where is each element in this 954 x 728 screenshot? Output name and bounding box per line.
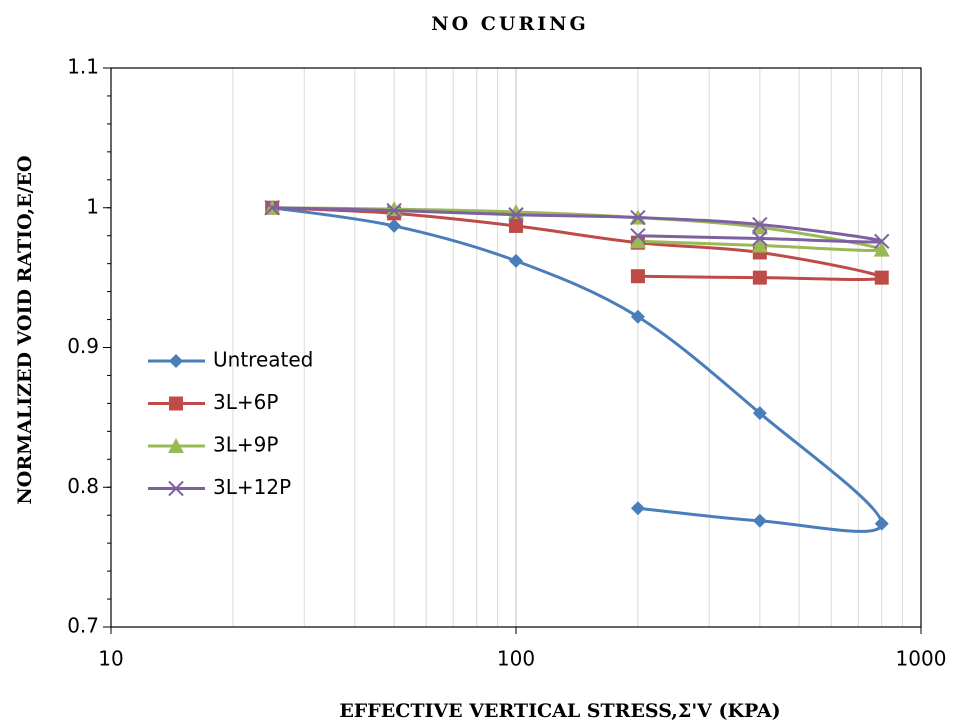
marker	[630, 501, 645, 516]
marker	[509, 253, 523, 268]
legend-marker	[169, 396, 183, 411]
marker	[508, 207, 524, 223]
marker	[386, 201, 403, 217]
y-axis-label: NORMALIZED VOID RATIO,E/EO	[14, 155, 36, 504]
x-tick-label: 10	[98, 647, 123, 671]
series-line	[272, 206, 884, 244]
legend-label: Untreated	[213, 348, 313, 372]
y-tick-label: 0.7	[67, 614, 99, 638]
y-tick-label: 0.8	[67, 474, 99, 498]
marker	[630, 269, 645, 284]
marker	[630, 227, 646, 244]
marker	[630, 309, 645, 324]
marker	[874, 516, 889, 531]
legend-label: 3L+9P	[213, 433, 278, 457]
marker	[386, 202, 402, 219]
legend-label: 3L+12P	[213, 475, 291, 499]
y-tick-label: 1.1	[67, 55, 99, 79]
plot-frame	[110, 67, 922, 628]
marker	[752, 406, 767, 421]
legend-label: 3L+6P	[213, 390, 278, 414]
chart-title: NO CURING	[431, 13, 589, 35]
legend-marker	[168, 438, 184, 453]
y-tick-label: 1	[86, 194, 99, 218]
marker	[630, 209, 646, 226]
marker	[752, 270, 767, 285]
legend-marker	[169, 354, 183, 368]
x-tick-label: 1000	[896, 647, 947, 671]
y-tick-label: 0.9	[67, 334, 99, 358]
marker	[752, 216, 768, 233]
x-tick-label: 100	[497, 647, 535, 671]
marker	[751, 237, 768, 253]
series-line	[271, 206, 884, 533]
x-axis-label: EFFECTIVE VERTICAL STRESS,Σ'V (KPA)	[339, 700, 780, 722]
marker	[873, 241, 890, 257]
marker	[874, 233, 890, 249]
series-line	[272, 206, 884, 282]
marker	[264, 200, 280, 216]
marker	[629, 233, 646, 249]
marker	[752, 513, 767, 528]
marker	[509, 218, 523, 233]
marker	[387, 218, 402, 233]
marker	[751, 219, 768, 235]
marker	[752, 230, 768, 247]
marker	[874, 270, 889, 285]
legend-marker	[168, 480, 184, 497]
